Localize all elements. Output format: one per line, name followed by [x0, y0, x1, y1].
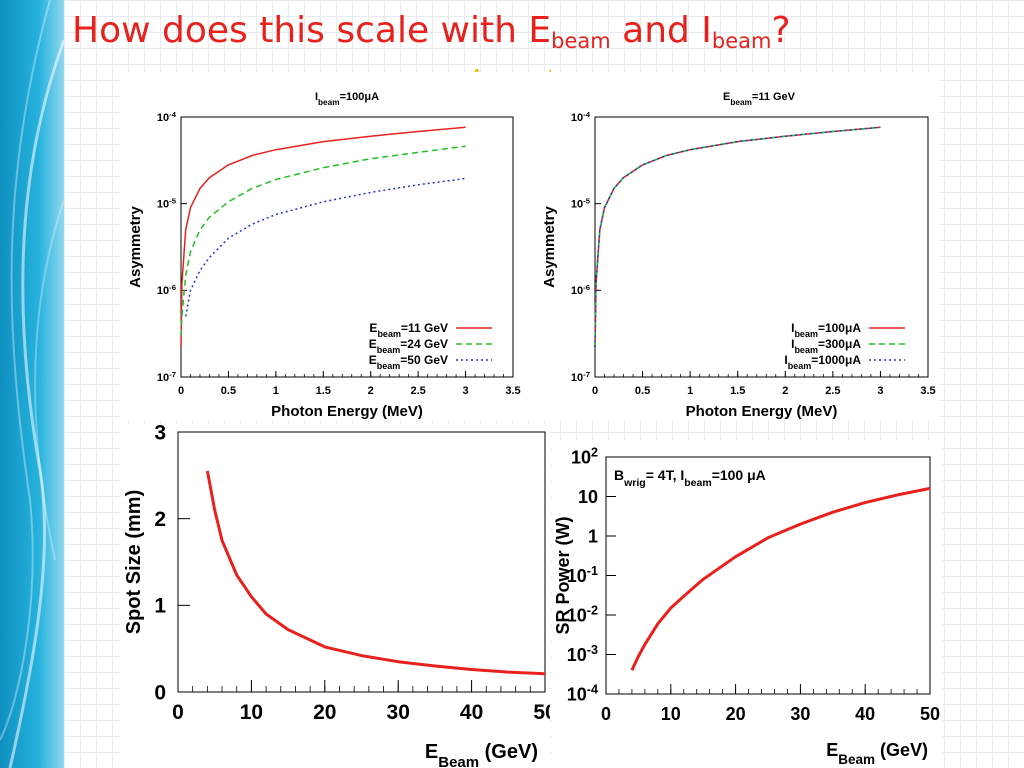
slide-title: How does this scale with Ebeam and Ibeam… — [72, 10, 791, 53]
x-tick-label: 30 — [790, 704, 810, 724]
chart-1: 0 0.5 1 1.5 2 2.5 3 3.5 10-7 10-6 10-5 10-4 Photon E… — [541, 91, 936, 420]
series-line-0 — [205, 470, 546, 676]
x-tick-label: 1.5 — [730, 385, 745, 397]
y-tick-label: 10-4 — [157, 109, 177, 124]
legend-label: Ebeam=11 GeV — [369, 321, 448, 339]
x-tick-label: 40 — [855, 704, 875, 724]
chart-title: Ebeam=11 GeV — [723, 91, 796, 107]
y-axis-label: Asymmetry — [127, 205, 144, 287]
x-tick-label: 50 — [533, 701, 550, 724]
legend-label: Ibeam=1000μA — [784, 353, 861, 371]
legend-label: Ebeam=50 GeV — [369, 353, 448, 371]
y-axis-label: Asymmetry — [541, 205, 558, 287]
y-tick-label: 10 — [578, 487, 598, 507]
y-tick-label: 10-3 — [567, 643, 598, 665]
chart-3: 0 10 20 30 40 50 10-4 10-3 10-2 10-1 1 10 102 EBeam (… — [553, 445, 940, 767]
y-tick-label: 10-2 — [567, 603, 598, 625]
y-tick-label: 2 — [154, 508, 166, 531]
plot-frame — [177, 431, 546, 693]
chart-title: Bwrig= 4T, Ibeam=100 μA — [614, 467, 766, 489]
y-axis-label: Spot Size (mm) — [123, 490, 145, 634]
series-line-1 — [180, 145, 466, 336]
x-tick-label: 0 — [601, 704, 611, 724]
y-tick-label: 1 — [154, 595, 166, 618]
series-line-0 — [180, 126, 466, 348]
x-tick-label: 3.5 — [920, 385, 935, 397]
x-tick-label: 1.5 — [316, 385, 331, 397]
x-axis-label: Photon Energy (MeV) — [686, 403, 838, 420]
series-line-0 — [630, 486, 931, 671]
y-tick-label: 10-5 — [157, 196, 177, 211]
x-tick-label: 20 — [313, 701, 336, 724]
x-tick-label: 10 — [240, 701, 263, 724]
x-tick-label: 0.5 — [221, 385, 236, 397]
plot-frame — [180, 116, 514, 378]
y-tick-label: 1 — [588, 526, 598, 546]
x-tick-label: 0.5 — [635, 385, 650, 397]
x-tick-label: 0 — [592, 385, 598, 397]
series-line-2 — [594, 126, 881, 348]
chart-0: 0 0.5 1 1.5 2 2.5 3 3.5 10-7 10-6 10-5 10-4 Photon E… — [127, 91, 521, 420]
x-tick-label: 2 — [782, 385, 788, 397]
x-tick-label: 0 — [172, 701, 184, 724]
y-tick-label: 10-5 — [571, 196, 591, 211]
legend-label: Ibeam=300μA — [791, 337, 861, 355]
y-axis-label: SR Power (W) — [553, 516, 573, 634]
y-tick-label: 10-1 — [567, 564, 598, 586]
x-tick-label: 3.5 — [505, 385, 520, 397]
sr-power-vs-beam-energy: 0 10 20 30 40 50 10-4 10-3 10-2 10-1 1 10 102 EBeam (… — [552, 440, 942, 768]
x-tick-label: 40 — [460, 701, 483, 724]
x-tick-label: 50 — [920, 704, 940, 724]
y-tick-label: 10-6 — [157, 283, 176, 298]
x-axis-label: EBeam (GeV) — [826, 740, 928, 767]
x-tick-label: 2.5 — [825, 385, 840, 397]
x-axis-label: EBeam (GeV) — [425, 741, 538, 768]
plot-frame — [605, 456, 931, 695]
x-tick-label: 10 — [661, 704, 681, 724]
plot-frame — [594, 116, 929, 378]
title-sub-2: beam — [711, 29, 772, 53]
y-tick-label: 10-7 — [157, 369, 176, 384]
x-tick-label: 2 — [368, 385, 374, 397]
y-tick-label: 10-4 — [571, 109, 591, 124]
asymmetry-vs-photon-energy-fixed-energy: 0 0.5 1 1.5 2 2.5 3 3.5 10-7 10-6 10-5 10-4 Photon E… — [536, 72, 940, 420]
y-tick-label: 10-4 — [567, 682, 598, 704]
chart-title: Ibeam=100μA — [315, 91, 379, 107]
y-tick-label: 3 — [154, 424, 166, 444]
y-tick-label: 10-7 — [571, 369, 590, 384]
spot-size-vs-beam-energy: 0 10 20 30 40 50 0 1 2 3 EBeam (GeV) Spot Size (mm) — [120, 424, 550, 768]
y-tick-label: 10-6 — [571, 283, 590, 298]
x-tick-label: 20 — [726, 704, 746, 724]
title-text-1: How does this scale with E — [72, 10, 552, 51]
asymmetry-vs-photon-energy-fixed-current: 0 0.5 1 1.5 2 2.5 3 3.5 10-7 10-6 10-5 10-4 Photon E… — [120, 72, 540, 420]
title-sub-1: beam — [551, 29, 611, 53]
x-tick-label: 0 — [178, 385, 184, 397]
decorative-side-band — [0, 0, 64, 768]
series-line-2 — [184, 177, 466, 317]
x-tick-label: 3 — [877, 385, 883, 397]
x-tick-label: 30 — [387, 701, 410, 724]
title-text-2: and I — [610, 10, 712, 51]
x-tick-label: 1 — [687, 385, 693, 397]
x-axis-label: Photon Energy (MeV) — [271, 403, 423, 420]
chart-2: 0 10 20 30 40 50 0 1 2 3 EBeam (GeV) Spot Size (mm) — [123, 424, 550, 768]
x-tick-label: 3 — [463, 385, 469, 397]
y-tick-label: 102 — [571, 445, 598, 467]
legend-label: Ebeam=24 GeV — [369, 337, 448, 355]
title-text-3: ? — [771, 10, 791, 51]
x-tick-label: 2.5 — [410, 385, 425, 397]
legend-label: Ibeam=100μA — [791, 321, 861, 339]
y-tick-label: 0 — [154, 681, 166, 704]
x-tick-label: 1 — [273, 385, 279, 397]
